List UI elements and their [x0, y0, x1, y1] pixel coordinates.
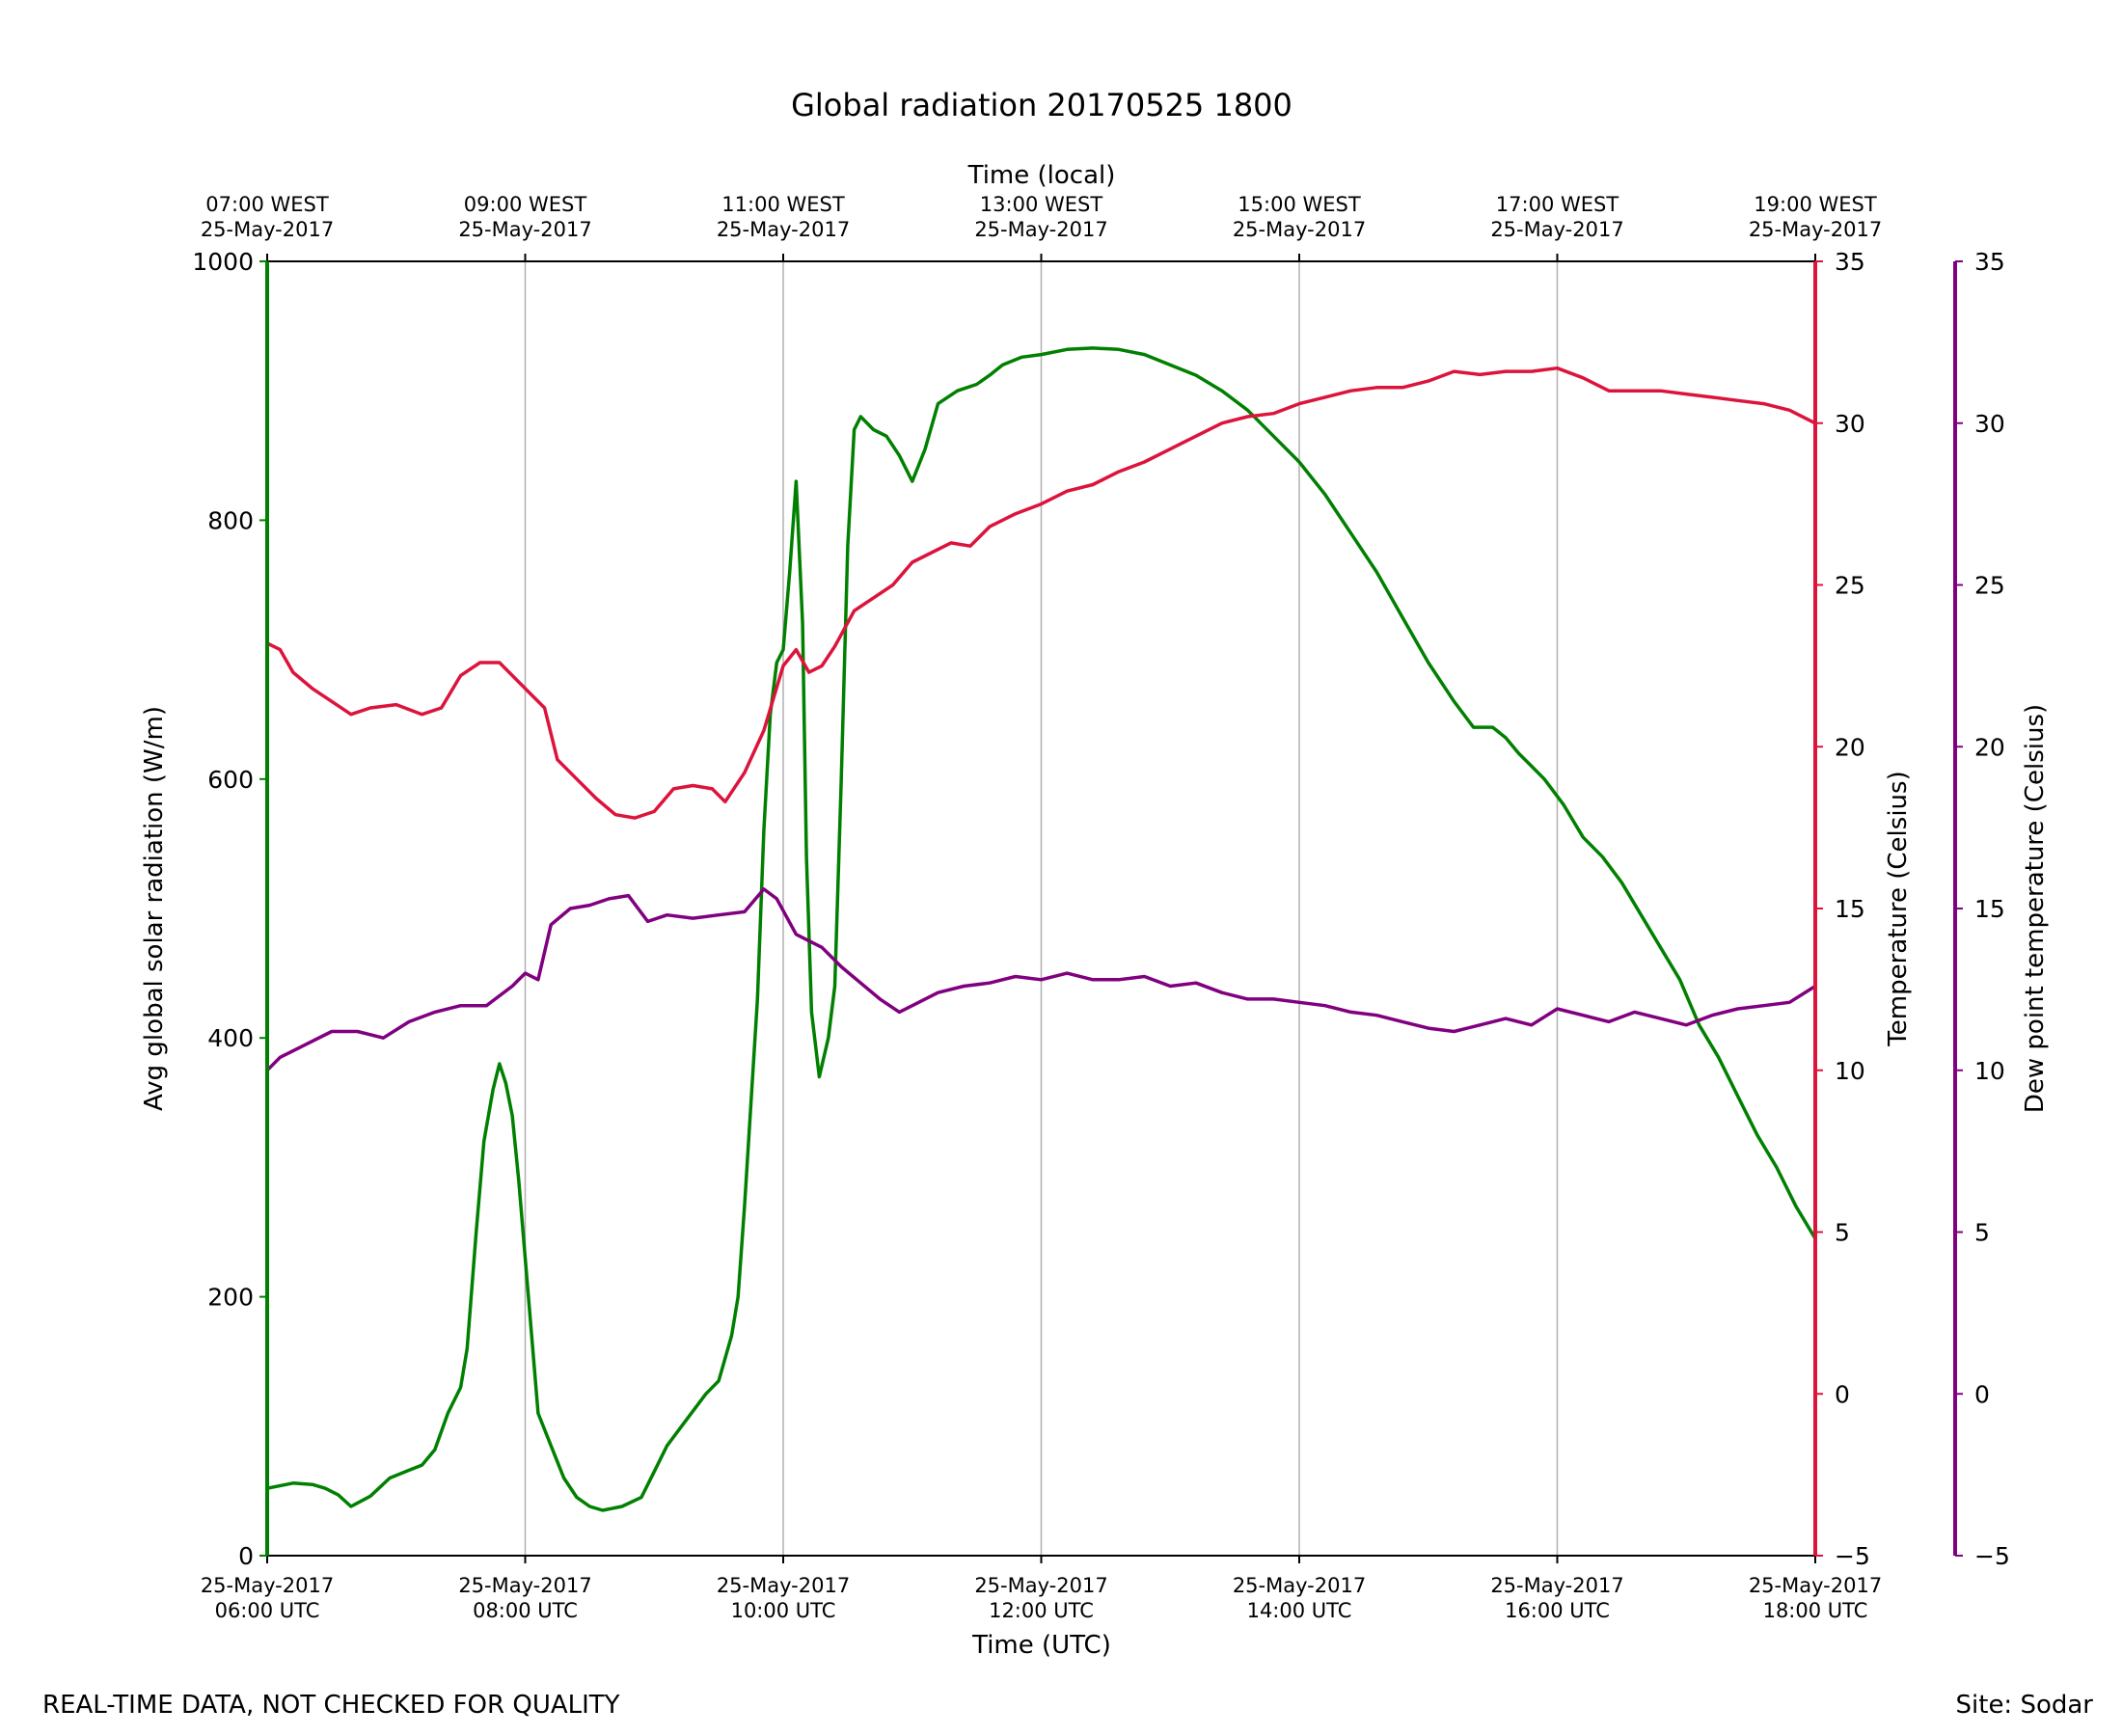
radiation-tick-label: 400 [207, 1024, 254, 1052]
x2-tick-local: 09:00 WEST [464, 193, 587, 216]
x-tick-utc: 08:00 UTC [473, 1599, 578, 1622]
radiation-tick-label: 800 [207, 506, 254, 534]
x2-tick-date: 25-May-2017 [1233, 218, 1366, 241]
temperature-tick-label: 5 [1835, 1219, 1850, 1247]
dewpoint-tick-label: 35 [1974, 248, 2005, 276]
x2-tick-date: 25-May-2017 [201, 218, 334, 241]
dewpoint-tick-label: 20 [1974, 733, 2005, 761]
x2-axis-title: Time (local) [967, 161, 1116, 190]
x-tick-utc: 12:00 UTC [989, 1599, 1094, 1622]
x2-tick-date: 25-May-2017 [1490, 218, 1623, 241]
radiation-tick-label: 0 [238, 1542, 254, 1570]
x2-tick-local: 13:00 WEST [980, 193, 1103, 216]
dewpoint-tick-label: −5 [1974, 1542, 2010, 1570]
x-tick-date: 25-May-2017 [1490, 1574, 1623, 1597]
x2-tick-local: 17:00 WEST [1496, 193, 1619, 216]
y-ticks: 0 200 400 600 800 1000 −5 0 5 10 15 20 25 30 35 −5 0 5 10 1… [192, 248, 2009, 1570]
dewpoint-axis-title: Dew point temperature (Celsius) [2021, 704, 2050, 1113]
gridlines [524, 261, 1559, 1556]
dewpoint-tick-label: 5 [1974, 1219, 1990, 1247]
x-tick-utc: 18:00 UTC [1763, 1599, 1868, 1622]
series-line-dewpoint [265, 887, 1817, 1072]
x-tick-utc: 14:00 UTC [1247, 1599, 1352, 1622]
x2-tick-local: 15:00 WEST [1238, 193, 1361, 216]
series-line-temperature [265, 366, 1817, 820]
dewpoint-tick-label: 0 [1974, 1380, 1990, 1408]
x-tick-date: 25-May-2017 [717, 1574, 850, 1597]
dewpoint-tick-label: 30 [1974, 410, 2005, 438]
radiation-tick-label: 1000 [192, 248, 254, 276]
radiation-axis-title: Avg global solar radiation (W/m) [140, 706, 169, 1111]
series-group [265, 346, 1817, 1512]
x-tick-utc: 06:00 UTC [215, 1599, 320, 1622]
temperature-tick-label: 20 [1835, 733, 1865, 761]
x2-tick-local: 11:00 WEST [721, 193, 845, 216]
temperature-tick-label: 35 [1835, 248, 1865, 276]
temperature-tick-label: 30 [1835, 410, 1865, 438]
x-tick-date: 25-May-2017 [458, 1574, 591, 1597]
x-tick-utc: 10:00 UTC [731, 1599, 836, 1622]
temperature-tick-label: 25 [1835, 572, 1865, 600]
x-tick-date: 25-May-2017 [1233, 1574, 1366, 1597]
dewpoint-tick-label: 25 [1974, 572, 2005, 600]
x2-tick-date: 25-May-2017 [974, 218, 1107, 241]
dewpoint-tick-label: 10 [1974, 1057, 2005, 1085]
x2-tick-local: 07:00 WEST [205, 193, 329, 216]
x2-tick-local: 19:00 WEST [1754, 193, 1877, 216]
series-line-radiation [265, 346, 1817, 1512]
x2-tick-date: 25-May-2017 [1749, 218, 1882, 241]
radiation-tick-label: 600 [207, 766, 254, 794]
x2-tick-date: 25-May-2017 [458, 218, 591, 241]
x2-tick-date: 25-May-2017 [717, 218, 850, 241]
radiation-tick-label: 200 [207, 1284, 254, 1312]
x-tick-date: 25-May-2017 [201, 1574, 334, 1597]
temperature-tick-label: −5 [1835, 1542, 1870, 1570]
site-label: Site: Sodar [1956, 1691, 2094, 1720]
x-tick-date: 25-May-2017 [974, 1574, 1107, 1597]
temperature-tick-label: 10 [1835, 1057, 1865, 1085]
temperature-tick-label: 15 [1835, 895, 1865, 923]
dewpoint-tick-label: 15 [1974, 895, 2005, 923]
chart-title: Global radiation 20170525 1800 [791, 87, 1292, 123]
x-tick-date: 25-May-2017 [1749, 1574, 1882, 1597]
temperature-axis-title: Temperature (Celsius) [1884, 771, 1913, 1046]
temperature-tick-label: 0 [1835, 1380, 1850, 1408]
x-axis-title: Time (UTC) [971, 1631, 1111, 1660]
quality-disclaimer: REAL-TIME DATA, NOT CHECKED FOR QUALITY [42, 1691, 620, 1720]
x-tick-utc: 16:00 UTC [1505, 1599, 1610, 1622]
